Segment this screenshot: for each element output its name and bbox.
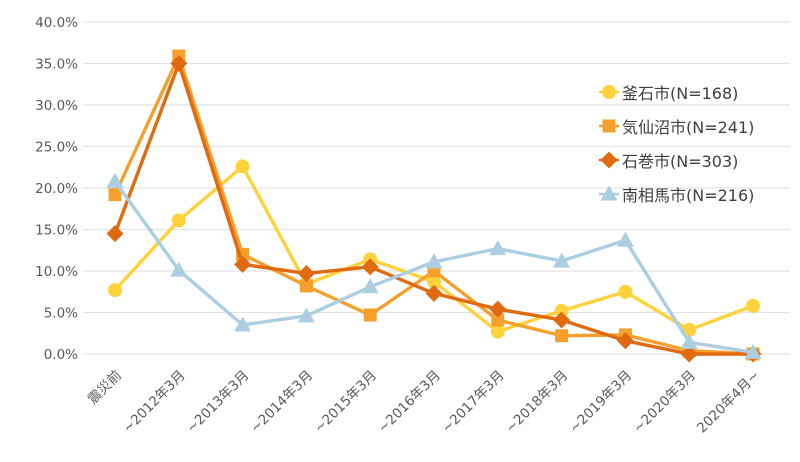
legend-item-石巻市: 石巻市(N=303)	[598, 143, 754, 177]
square-marker-icon	[363, 308, 377, 322]
triangle-marker-icon	[234, 316, 252, 332]
y-axis-tick-label: 15.0%	[35, 222, 78, 238]
legend-marker-circle-icon	[599, 85, 619, 99]
triangle-marker-icon	[425, 253, 443, 269]
triangle-marker-icon	[106, 172, 124, 188]
legend-label: 石巻市(N=303)	[622, 152, 739, 171]
diamond-marker-icon	[106, 225, 124, 243]
x-axis-tick-label: ~2018年3月	[503, 368, 572, 437]
y-axis-tick-label: 5.0%	[44, 305, 78, 321]
y-axis-tick-label: 40.0%	[35, 15, 78, 31]
x-axis-tick-label: ~2017年3月	[439, 368, 508, 437]
circle-marker-icon	[108, 283, 122, 298]
triangle-marker-icon	[600, 185, 618, 201]
legend-item-南相馬市: 南相馬市(N=216)	[598, 177, 754, 211]
circle-marker-icon	[171, 213, 186, 228]
diamond-marker-icon	[489, 300, 507, 318]
diamond-marker-icon	[616, 332, 634, 350]
triangle-marker-icon	[297, 307, 315, 323]
diamond-marker-icon	[600, 151, 618, 169]
square-marker-icon	[555, 329, 569, 343]
diamond-marker-icon	[425, 284, 443, 302]
triangle-marker-icon	[170, 261, 188, 277]
circle-marker-icon	[746, 298, 760, 313]
square-marker-icon	[108, 188, 122, 202]
legend-label: 釜石市(N=168)	[622, 84, 739, 103]
diamond-marker-icon	[361, 258, 379, 276]
legend-marker-triangle-icon	[599, 185, 619, 201]
x-axis-tick-label: ~2013年3月	[184, 368, 253, 437]
y-axis-tick-label: 20.0%	[35, 181, 78, 197]
x-axis-tick-label: 2020年4月~	[694, 368, 763, 437]
square-marker-icon	[491, 313, 505, 327]
triangle-marker-icon	[616, 231, 634, 247]
triangle-marker-icon	[680, 333, 698, 349]
circle-marker-icon	[682, 322, 697, 337]
circle-marker-icon	[235, 159, 250, 174]
y-axis-tick-label: 10.0%	[35, 264, 78, 280]
circle-marker-icon	[554, 303, 569, 318]
square-marker-icon	[602, 119, 616, 133]
x-axis-tick-label: ~2016年3月	[375, 368, 444, 437]
x-axis-tick-label: ~2019年3月	[566, 368, 635, 437]
circle-marker-icon	[427, 274, 441, 289]
diamond-marker-icon	[553, 311, 571, 329]
legend-label: 気仙沼市(N=241)	[622, 118, 755, 137]
x-axis-tick-label: ~2015年3月	[311, 368, 380, 437]
legend-marker-diamond-icon	[599, 151, 619, 169]
diamond-marker-icon	[680, 345, 698, 363]
y-axis-tick-label: 0.0%	[44, 347, 78, 363]
triangle-marker-icon	[489, 240, 507, 256]
series-南相馬市	[106, 172, 762, 359]
x-axis-tick-label: ~2014年3月	[247, 368, 316, 437]
x-axis-tick-label: 震災前	[84, 367, 125, 408]
legend-item-釜石市: 釜石市(N=168)	[598, 75, 754, 109]
legend-item-気仙沼市: 気仙沼市(N=241)	[598, 109, 754, 143]
triangle-marker-icon	[744, 343, 762, 359]
triangle-marker-icon	[553, 252, 571, 268]
circle-marker-icon	[618, 284, 633, 299]
y-axis-tick-label: 35.0%	[35, 56, 78, 72]
y-axis-tick-label: 25.0%	[35, 139, 78, 155]
diamond-marker-icon	[170, 55, 188, 72]
triangle-marker-icon	[361, 278, 379, 294]
x-axis-tick-label: ~2020年3月	[630, 368, 699, 437]
legend-label: 南相馬市(N=216)	[622, 186, 755, 205]
diamond-marker-icon	[234, 255, 252, 273]
square-marker-icon	[299, 279, 313, 293]
chart-legend: 釜石市(N=168) 気仙沼市(N=241) 石巻市(N=303) 南相馬市(N=21…	[598, 75, 754, 211]
x-axis-tick-label: ~2012年3月	[120, 368, 189, 437]
circle-marker-icon	[602, 85, 616, 99]
circle-marker-icon	[490, 324, 505, 339]
y-axis-tick-label: 30.0%	[35, 98, 78, 114]
diamond-marker-icon	[297, 264, 315, 282]
legend-marker-square-icon	[599, 119, 619, 133]
series-石巻市	[106, 55, 762, 363]
